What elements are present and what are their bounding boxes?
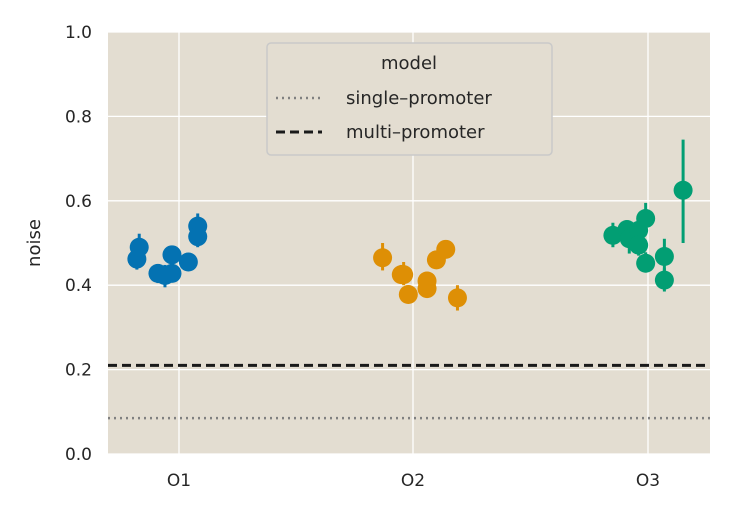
y-tick-label: 1.0: [65, 23, 92, 43]
data-point: [162, 245, 182, 265]
data-point: [654, 247, 674, 267]
legend-title: model: [381, 53, 437, 74]
legend-box: [266, 42, 553, 156]
x-tick-label: O3: [636, 471, 660, 491]
legend-label-single-promoter: single–promoter: [346, 88, 492, 109]
y-tick-label: 0.6: [65, 192, 92, 212]
data-marks: [127, 139, 693, 311]
data-point: [129, 237, 149, 257]
legend-label-multi-promoter: multi–promoter: [346, 122, 485, 143]
data-point: [447, 288, 467, 308]
data-point: [398, 284, 418, 304]
x-tick-label: O2: [401, 471, 425, 491]
x-tick-label: O1: [167, 471, 191, 491]
data-point: [673, 180, 693, 200]
legend: model single–promoter multi–promoter: [266, 42, 553, 156]
y-tick-label: 0.2: [65, 361, 92, 381]
x-axis-ticks: O1 O2 O3: [167, 471, 660, 491]
data-point: [636, 253, 656, 273]
data-point: [373, 248, 393, 268]
data-point: [178, 252, 198, 272]
data-point: [636, 209, 656, 229]
data-point: [417, 271, 437, 291]
y-axis-ticks: 0.0 0.2 0.4 0.6 0.8 1.0: [65, 23, 92, 465]
y-tick-label: 0.0: [65, 445, 92, 465]
reference-lines: [108, 363, 710, 420]
y-axis-label: noise: [24, 219, 45, 267]
data-point: [162, 263, 182, 283]
data-point: [436, 239, 456, 259]
y-tick-label: 0.4: [65, 276, 92, 296]
data-point: [394, 265, 414, 285]
y-tick-label: 0.8: [65, 107, 92, 127]
data-point: [654, 270, 674, 290]
data-point: [188, 227, 208, 247]
data-point: [629, 235, 649, 255]
